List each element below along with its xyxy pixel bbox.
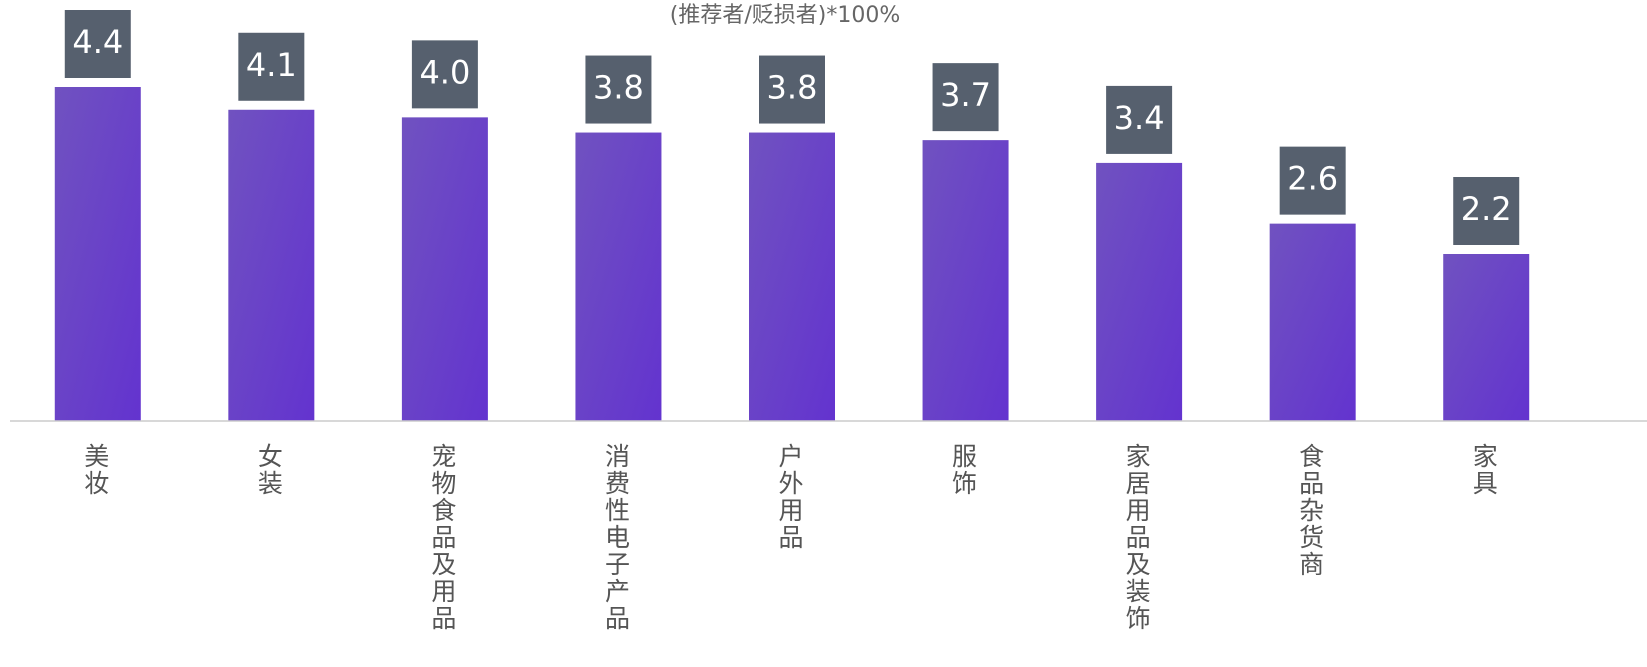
x-tick-label: 女装 [254, 443, 283, 497]
value-label: 2.6 [1287, 160, 1338, 198]
value-label: 2.2 [1461, 190, 1512, 228]
value-label-box [64, 10, 131, 78]
value-label: 4.1 [246, 46, 297, 84]
bar [228, 109, 315, 421]
chart-subtitle: (推荐者/贬损者)*100% [670, 3, 900, 28]
value-label-box [1106, 85, 1173, 154]
bar [1443, 254, 1530, 421]
x-tick-label: 消费性电子产品 [601, 443, 630, 632]
bar [922, 140, 1009, 422]
bar [749, 132, 835, 421]
bar [401, 117, 488, 421]
x-tick-label: 宠物食品及用品 [428, 443, 457, 632]
value-label-box [759, 55, 825, 124]
x-tick-label: 户外用品 [775, 443, 804, 551]
bar [1269, 223, 1356, 421]
bar [1096, 162, 1183, 421]
value-label: 3.8 [767, 69, 818, 107]
value-label-box [932, 63, 999, 132]
value-label: 3.4 [1114, 99, 1165, 137]
value-label-box [411, 40, 478, 109]
value-label-box [238, 32, 305, 101]
value-label: 4.0 [419, 53, 470, 91]
value-label-box [1279, 146, 1346, 215]
value-label: 4.4 [72, 23, 123, 61]
x-tick-label: 食品杂货商 [1296, 443, 1325, 578]
x-tick-label: 服饰 [949, 443, 978, 497]
x-tick-label: 家具 [1469, 443, 1498, 497]
x-tick-label: 家居用品及装饰 [1122, 443, 1151, 632]
bar [575, 132, 662, 421]
value-label-box [585, 55, 652, 124]
x-tick-label: 美妆 [81, 443, 110, 497]
value-label: 3.7 [940, 76, 991, 114]
value-label-box [1453, 177, 1520, 245]
value-label: 3.8 [593, 69, 644, 107]
bar [54, 87, 141, 421]
